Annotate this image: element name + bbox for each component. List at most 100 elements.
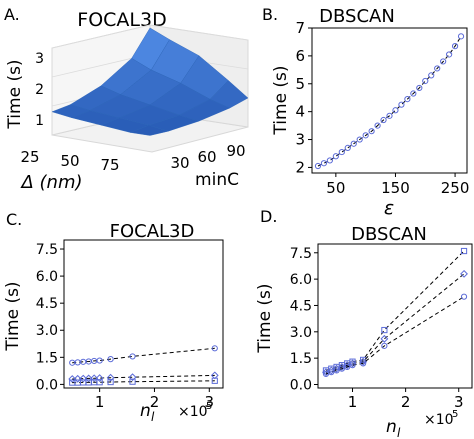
panel-b-point-5 <box>344 144 351 152</box>
panel-d-marks <box>322 247 468 378</box>
panel-b-title: DBSCAN <box>319 6 395 27</box>
panel-a-xtick-25: 25 <box>20 148 39 166</box>
panel-b-point-9 <box>368 128 375 135</box>
panel-b-point-2 <box>326 157 333 164</box>
panel-a-surface <box>51 27 249 136</box>
panel-d-ytick-label-2: 3.0 <box>290 325 312 341</box>
panel-b-label: B. <box>262 5 278 24</box>
panel-c-series-2-point-7 <box>129 378 136 385</box>
panel-b-point-11 <box>380 116 387 124</box>
panel-b-point-17 <box>416 84 423 92</box>
panel-a-grid-back-3 <box>51 24 151 49</box>
panel-d-series-2-point-7 <box>381 342 388 349</box>
panel-c-series-0-point-5 <box>96 357 103 364</box>
panel-b-axes-frame <box>311 27 468 174</box>
panel-b-point-20 <box>434 65 441 72</box>
panel-b: B. DBSCAN 50 150 250 2 3 4 5 6 7 Time (s) ε <box>262 5 469 219</box>
panel-d-series-2-line <box>325 296 465 375</box>
panel-c-ticks: 1 2 3 0.0 1.5 3.0 4.5 6.0 7.5 <box>36 242 214 411</box>
panel-c-series-1-point-6 <box>106 373 115 382</box>
panel-b-marks <box>314 33 465 170</box>
panel-b-point-3 <box>332 153 339 160</box>
panel-b-point-8 <box>362 132 369 139</box>
panel-c-ytick-label-4: 6.0 <box>36 269 58 285</box>
panel-d-x-multiplier-exp: 5 <box>452 409 458 420</box>
panel-a-ztick-3: 3 <box>35 51 44 67</box>
panel-d-series-2-point-4 <box>344 363 351 371</box>
panel-d-series-0-line <box>325 250 465 371</box>
panel-d-series-0-point-6 <box>360 356 367 364</box>
panel-b-point-15 <box>404 96 411 103</box>
panel-b-point-4 <box>338 148 345 156</box>
panel-b-point-16 <box>410 90 417 97</box>
panel-b-ytick-label-3: 5 <box>295 75 305 93</box>
panel-d-series-2-point-2 <box>333 367 340 374</box>
panel-b-point-12 <box>386 112 393 119</box>
panel-d-xtick-label-1: 2 <box>401 393 411 411</box>
panel-a-title: FOCAL3D <box>77 9 166 31</box>
panel-d-x-label: n l <box>386 417 401 439</box>
panel-c-xtick-label-0: 1 <box>95 393 105 411</box>
panel-c-series-1-point-1 <box>73 374 82 383</box>
panel-d-x-label-main: n <box>386 417 397 437</box>
panel-c-series-2-point-6 <box>107 378 114 386</box>
panel-a-z-ticks: 1 2 3 <box>35 51 44 129</box>
panel-c-ytick-label-2: 3.0 <box>36 323 58 339</box>
panel-d-y-label: Time (s) <box>255 283 275 353</box>
panel-c-x-multiplier-exp: 5 <box>206 401 212 412</box>
panel-b-x-label: ε <box>384 197 394 219</box>
panel-d-series-1-point-8 <box>460 269 468 278</box>
panel-d-ytick-label-5: 7.5 <box>290 246 312 262</box>
panel-a-ytick-60: 60 <box>197 148 216 166</box>
panel-d-series-2-point-1 <box>328 369 335 376</box>
panel-b-point-1 <box>320 160 328 167</box>
panel-d-series-1-point-6 <box>359 357 368 366</box>
panel-c-series-2-point-5 <box>96 379 103 386</box>
panel-a-xtick-75: 75 <box>100 156 119 174</box>
panel-a-y-label: minC <box>195 170 239 190</box>
panel-c-series-1-point-2 <box>79 374 88 383</box>
panel-a-y-ticks: 30 60 90 <box>170 142 245 172</box>
panel-b-point-18 <box>422 77 429 85</box>
panel-d-x-label-sub: l <box>397 426 401 439</box>
panel-c-series-0-point-8 <box>211 345 218 352</box>
panel-d-ytick-label-0: 0.0 <box>290 377 312 393</box>
panel-d-ytick-label-3: 4.5 <box>290 298 312 314</box>
panel-b-point-22 <box>446 51 453 58</box>
panel-d-series-1-line <box>325 273 465 373</box>
panel-d-series-1-point-7 <box>380 334 389 343</box>
panel-d-series-2-point-8 <box>460 293 468 300</box>
panel-d-series-2-point-3 <box>338 365 345 372</box>
panel-a-ztick-1: 1 <box>35 113 44 129</box>
panel-b-ticks: 50 150 250 2 3 4 5 6 7 <box>295 19 469 197</box>
panel-c-series-1-point-4 <box>90 374 99 383</box>
panel-c-series-1-point-5 <box>95 374 104 382</box>
panel-c-x-label-sub: l <box>151 410 155 424</box>
panel-b-ytick-label-4: 6 <box>295 47 305 65</box>
panel-b-xtick-label-0: 50 <box>326 179 345 197</box>
panel-b-point-24 <box>457 33 465 40</box>
panel-c-marks <box>68 345 219 386</box>
panel-b-ytick-label-2: 4 <box>295 103 305 121</box>
panel-d-series-0-point-5 <box>349 358 356 365</box>
panel-d-series-2-point-5 <box>349 362 356 369</box>
panel-c-series-0-line <box>72 347 215 364</box>
panel-c-ytick-label-5: 7.5 <box>36 242 58 258</box>
panel-b-point-21 <box>440 58 447 65</box>
panel-c-series-0-point-7 <box>129 353 136 360</box>
panel-d-series-2-point-6 <box>360 360 367 367</box>
panel-a-grid-side-3 <box>149 24 249 41</box>
panel-c-ytick-label-0: 0.0 <box>36 377 58 393</box>
panel-b-ytick-label-5: 7 <box>295 19 305 37</box>
panel-c-axes-frame <box>63 239 224 389</box>
panel-b-point-0 <box>314 162 322 170</box>
panel-a: A. FOCAL3D 1 2 3 Time (s) 25 50 75 Δ (nm… <box>4 5 249 193</box>
panel-b-point-6 <box>350 140 357 147</box>
panel-a-surface-patch-3-3 <box>129 125 170 136</box>
panel-c-series-0-point-6 <box>107 356 114 363</box>
panel-c-series-1-point-7 <box>128 373 137 382</box>
panel-c-series-2-point-8 <box>211 377 218 384</box>
panel-d-series-1-point-5 <box>348 359 357 368</box>
panel-b-fit-line <box>317 36 462 167</box>
panel-d-label: D. <box>260 207 277 226</box>
